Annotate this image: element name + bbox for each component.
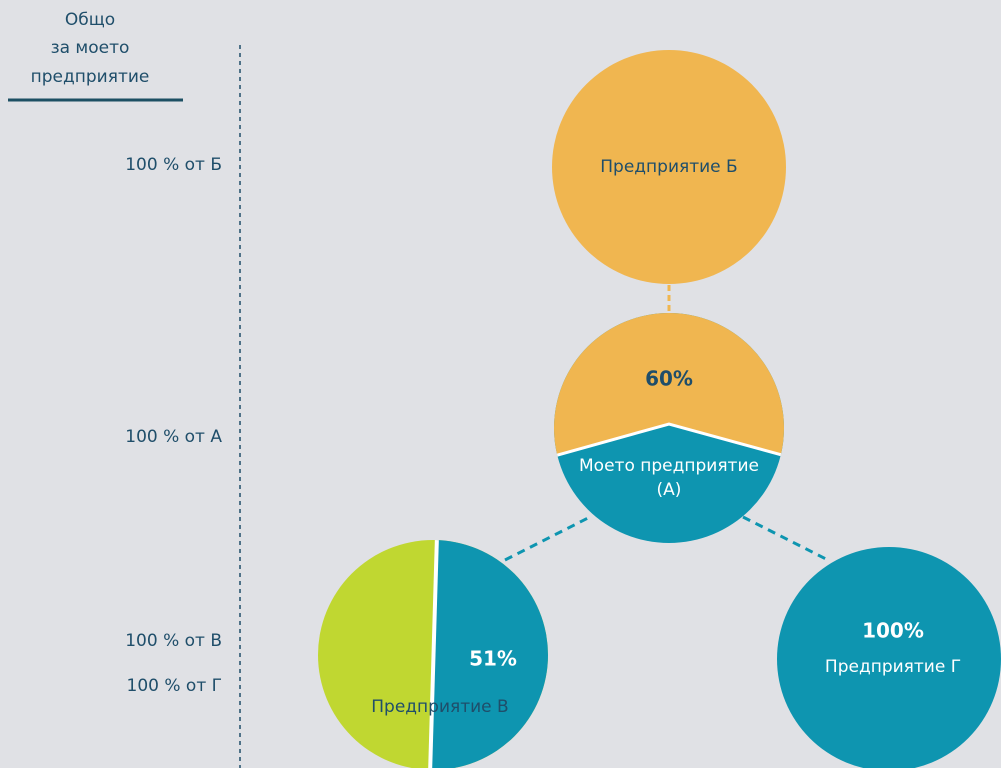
level-label: 100 % от А <box>125 427 222 447</box>
node-label: Моето предприятие <box>579 456 759 476</box>
node-circle <box>777 547 1001 768</box>
node-percent: 100% <box>862 619 924 643</box>
node-circle <box>552 50 786 284</box>
connector <box>504 515 591 562</box>
node-label: Предприятие В <box>371 697 508 717</box>
level-label: 100 % от Г <box>127 676 222 696</box>
level-label: 100 % от В <box>125 631 222 651</box>
header-line: за моето <box>51 38 130 58</box>
level-label: 100 % от Б <box>125 155 222 175</box>
node-circle <box>318 540 548 768</box>
node-label: (А) <box>657 480 682 500</box>
header-line: Общо <box>65 10 115 30</box>
node-percent: 60% <box>645 367 693 391</box>
node-percent: 51% <box>469 647 517 671</box>
node-circle <box>554 313 784 543</box>
node-label: Предприятие Б <box>600 157 737 177</box>
header-line: предприятие <box>31 67 150 87</box>
connector <box>742 515 829 562</box>
node-label: Предприятие Г <box>825 657 961 677</box>
